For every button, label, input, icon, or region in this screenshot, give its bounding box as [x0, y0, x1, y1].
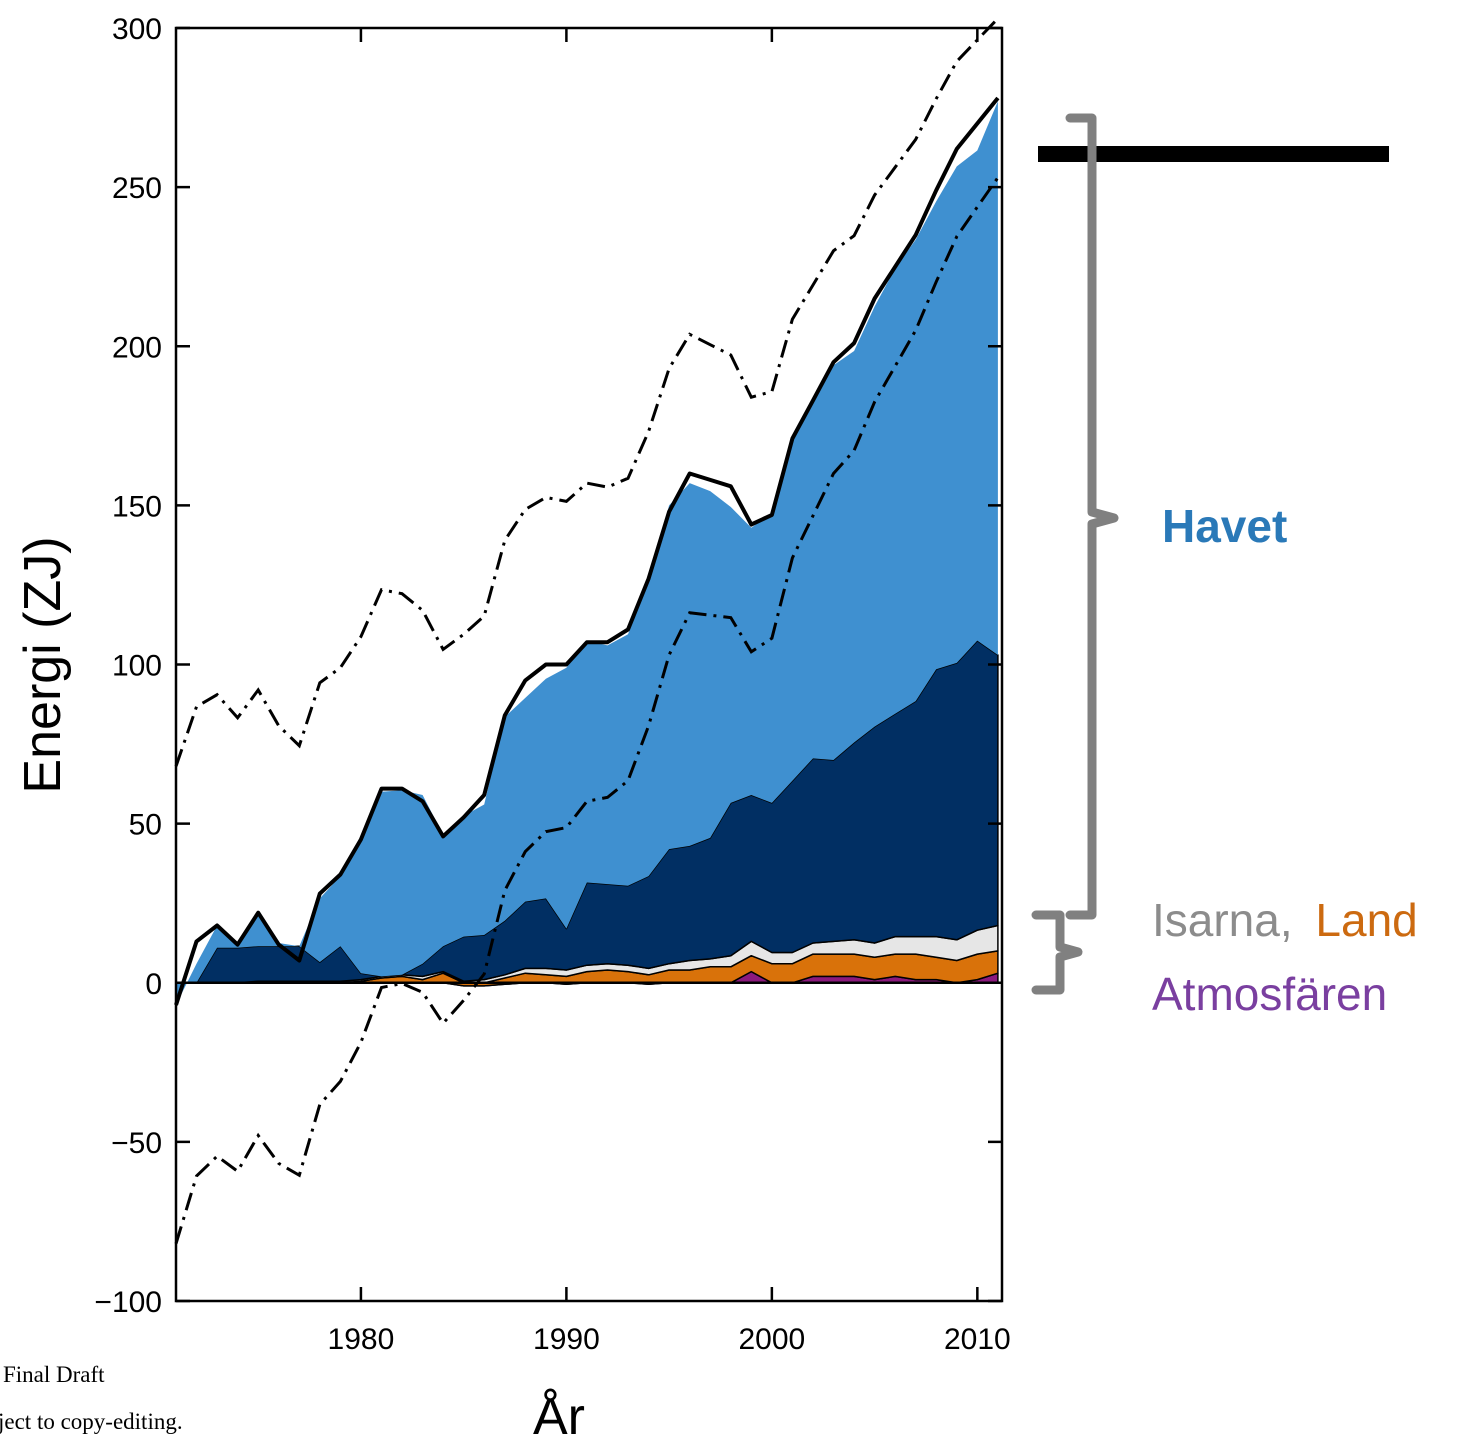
x-tick-label: 2010 — [944, 1323, 1011, 1356]
legend-isarna: Isarna, Land — [1152, 894, 1418, 946]
y-tick-label: 150 — [112, 490, 162, 523]
uncertainty-lines — [174, 17, 1000, 1245]
x-axis-title: År — [533, 1388, 585, 1440]
havet-brace — [1065, 113, 1119, 920]
legend-isarna-text: Isarna, — [1152, 894, 1293, 946]
y-tick-label: 300 — [112, 13, 162, 46]
x-tick-label: 2000 — [738, 1323, 805, 1356]
legend-atmosfaren: Atmosfären — [1152, 968, 1387, 1020]
isarna-brace — [1031, 910, 1083, 995]
y-axis-title: Energi (ZJ) — [14, 536, 72, 793]
y-tick-label: 50 — [129, 809, 162, 842]
legend-havet: Havet — [1162, 500, 1287, 552]
y-tick-label: −100 — [94, 1286, 162, 1319]
footer-final-draft: Final Draft — [3, 1362, 105, 1387]
y-tick-label: 0 — [145, 968, 162, 1001]
axis-tick-labels: −100 −50 0 50 100 150 200 250 300 1980 1990 2000 201… — [94, 13, 1010, 1356]
axis-ticks — [176, 26, 1002, 1303]
legend-black-bar — [1038, 146, 1389, 162]
stacked-areas — [175, 101, 999, 1005]
total-line — [174, 96, 1000, 1006]
y-tick-label: 100 — [112, 650, 162, 683]
area-upper-ocean — [176, 101, 998, 1005]
legend-land-text: Land — [1315, 894, 1417, 946]
x-tick-label: 1990 — [533, 1323, 600, 1356]
area-deep-ocean — [175, 639, 999, 984]
footer-copy-editing: ject to copy-editing. — [0, 1409, 183, 1434]
uncertainty-lower — [174, 176, 1000, 1245]
x-tick-label: 1980 — [328, 1323, 395, 1356]
y-tick-label: −50 — [111, 1127, 162, 1160]
y-tick-label: 200 — [112, 331, 162, 364]
y-tick-label: 250 — [112, 172, 162, 205]
total-line-path — [174, 96, 1000, 1006]
